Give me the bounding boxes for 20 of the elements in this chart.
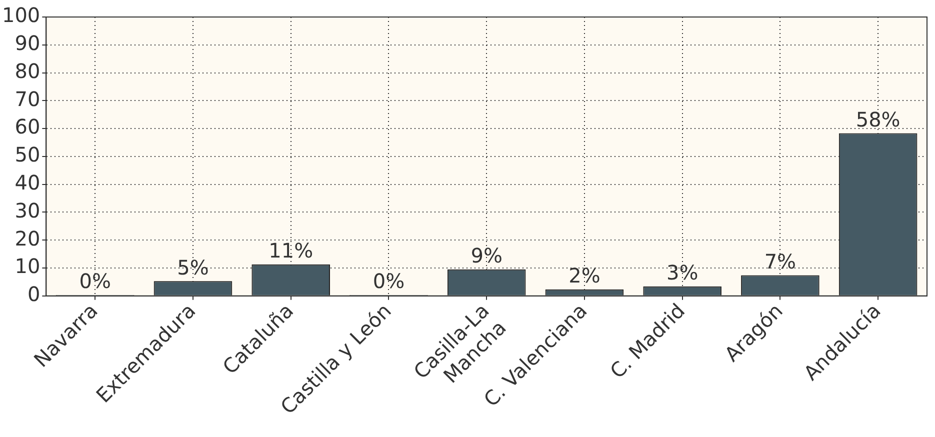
y-tick-label: 60 bbox=[14, 114, 40, 139]
data-label: 0% bbox=[79, 269, 111, 294]
y-tick-label: 80 bbox=[14, 58, 40, 83]
data-label: 0% bbox=[372, 269, 405, 294]
y-tick-label: 10 bbox=[14, 254, 40, 278]
y-tick-label: 30 bbox=[14, 198, 40, 222]
data-label: 11% bbox=[268, 238, 314, 263]
data-label: 58% bbox=[856, 107, 900, 132]
y-tick-label: 50 bbox=[14, 142, 40, 167]
data-label: 2% bbox=[568, 264, 600, 288]
data-label: 7% bbox=[764, 249, 796, 274]
data-label: 9% bbox=[470, 244, 502, 268]
data-label: 5% bbox=[177, 255, 209, 280]
y-tick-label: 40 bbox=[14, 170, 40, 195]
data-label: 3% bbox=[666, 260, 698, 285]
y-tick-label: 0 bbox=[27, 282, 40, 306]
y-tick-label: 20 bbox=[14, 226, 40, 250]
y-tick-label: 70 bbox=[14, 86, 40, 111]
y-tick-label: 100 bbox=[2, 3, 40, 28]
y-tick-label: 90 bbox=[14, 31, 40, 56]
